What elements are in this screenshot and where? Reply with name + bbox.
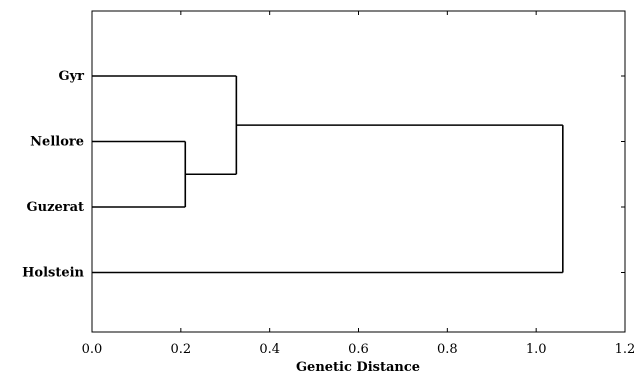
axis-ticks — [91, 11, 626, 332]
plot-frame — [91, 10, 626, 333]
leaf-label: Holstein — [22, 266, 84, 281]
leaf-label: Gyr — [58, 69, 84, 84]
x-tick-label: 1.0 — [526, 342, 547, 357]
leaf-label: Nellore — [30, 135, 84, 150]
x-tick-label: 1.2 — [615, 342, 636, 357]
x-tick-label: 0.4 — [259, 342, 280, 357]
x-tick-label: 0.8 — [437, 342, 458, 357]
x-tick-label: 0.2 — [170, 342, 191, 357]
x-axis-title: Genetic Distance — [296, 360, 420, 375]
leaf-labels: Gyr Nellore Guzerat Holstein — [22, 69, 84, 281]
x-tick-labels: 0.0 0.2 0.4 0.6 0.8 1.0 1.2 — [82, 342, 636, 357]
x-tick-label: 0.6 — [348, 342, 369, 357]
dendrogram-branches — [92, 75, 564, 274]
leaf-label: Guzerat — [27, 200, 84, 215]
x-tick-label: 0.0 — [82, 342, 103, 357]
